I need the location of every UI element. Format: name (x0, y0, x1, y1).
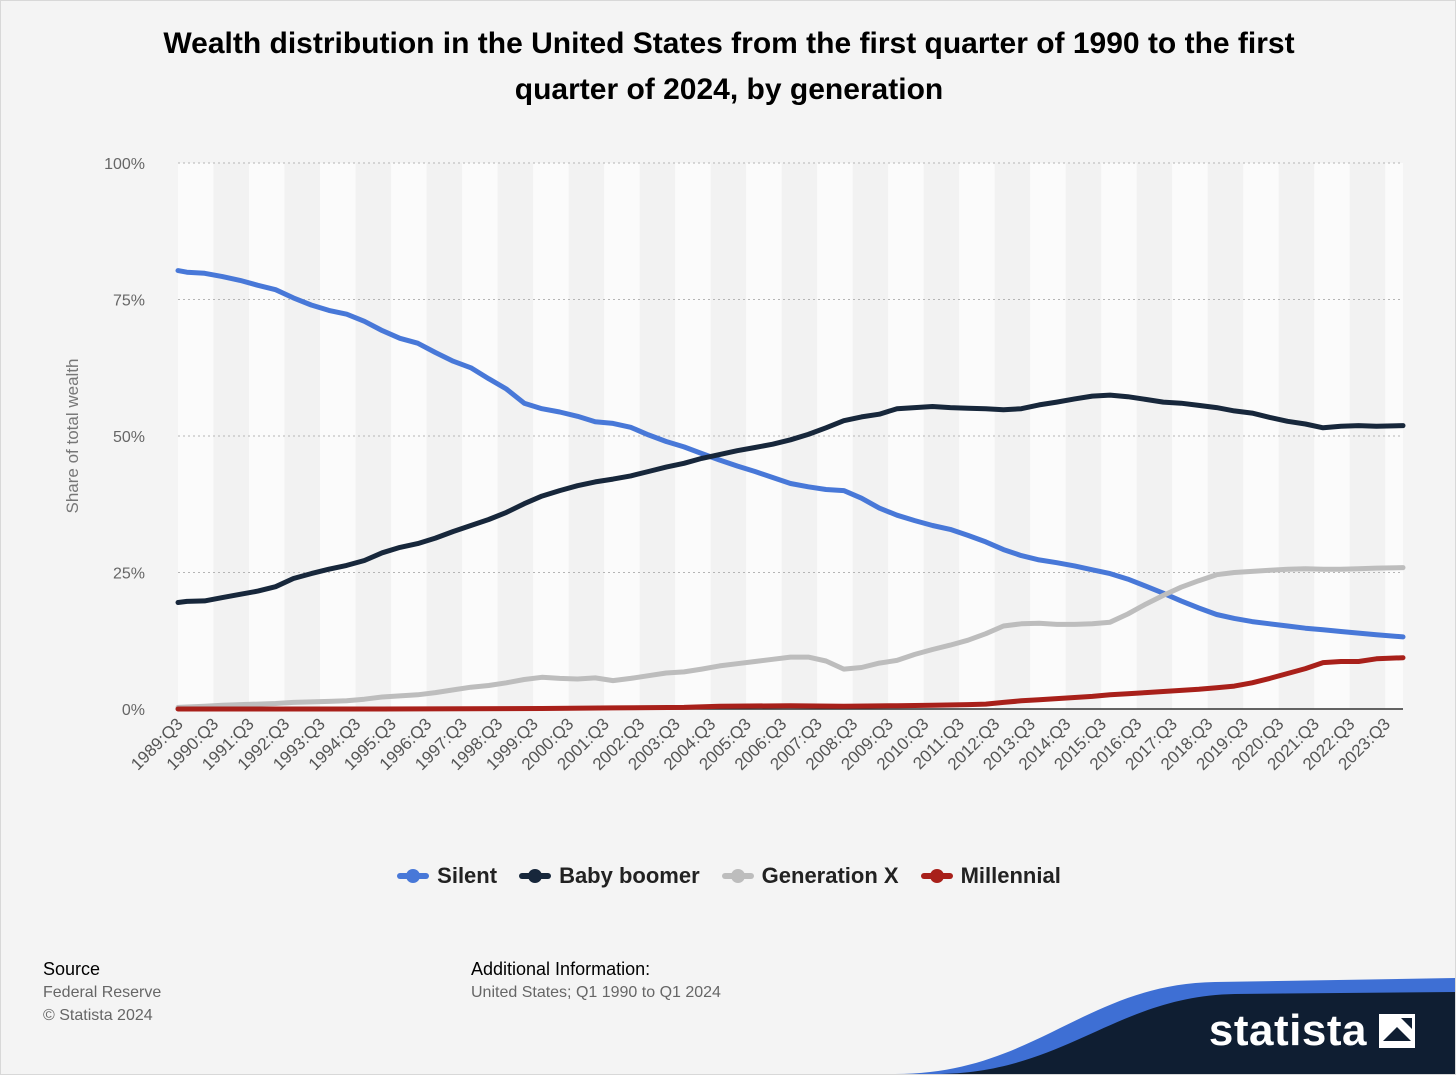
series-line-silent[interactable] (175, 268, 1406, 640)
legend-marker-icon (920, 869, 953, 883)
legend-item-millennial[interactable]: Millennial (920, 863, 1061, 889)
background-band (320, 163, 356, 709)
legend-label: Silent (437, 863, 498, 888)
source-heading: Source (43, 959, 101, 979)
x-axis-ticks: 1989:Q31990:Q31991:Q31992:Q31993:Q31994:… (127, 714, 1394, 774)
copyright-text: © Statista 2024 (43, 1007, 153, 1024)
statista-flag-icon (1379, 1014, 1415, 1048)
y-tick-label: 25% (113, 566, 145, 583)
y-tick-label: 100% (104, 156, 145, 173)
legend-item-silent[interactable]: Silent (397, 863, 497, 889)
y-tick-label: 75% (113, 293, 145, 310)
chart-legend: Silent Baby boomer Generation X Millenni… (1, 863, 1455, 889)
legend-marker-icon (397, 869, 430, 883)
y-axis-ticks: 0% 25% 50% 75% 100% (104, 156, 145, 719)
background-band (1030, 163, 1066, 709)
brand-wave (895, 978, 1455, 1074)
series-line-baby-boomer[interactable] (175, 392, 1406, 605)
legend-label: Baby boomer (559, 863, 700, 888)
series-line-millennial[interactable] (175, 655, 1406, 712)
series-lines (175, 268, 1406, 712)
background-band (675, 163, 711, 709)
legend-marker-icon (519, 869, 552, 883)
legend-label: Generation X (761, 863, 899, 888)
y-axis-label: Share of total wealth (63, 359, 82, 514)
series-line-generation-x[interactable] (175, 565, 1406, 710)
legend-item-baby-boomer[interactable]: Baby boomer (519, 863, 700, 889)
additional-info-heading: Additional Information: (471, 959, 651, 979)
line-chart: 0% 25% 50% 75% 100% 1989:Q31990:Q31991:Q3199… (63, 156, 1406, 774)
legend-marker-icon (721, 869, 754, 883)
source-link[interactable]: Federal Reserve (43, 984, 162, 1001)
chart-title: Wealth distribution in the United States… (163, 27, 1295, 106)
source-block: Source Federal Reserve © Statista 2024 (43, 957, 161, 1027)
statista-logo[interactable]: statista (1209, 1006, 1415, 1056)
legend-label: Millennial (960, 863, 1061, 888)
legend-item-generation-x[interactable]: Generation X (721, 863, 899, 889)
additional-info-block: Additional Information: United States; Q… (471, 957, 721, 1004)
y-tick-label: 0% (122, 702, 145, 719)
additional-info-text: United States; Q1 1990 to Q1 2024 (471, 984, 721, 1001)
brand-name: statista (1208, 1006, 1367, 1055)
y-tick-label: 50% (113, 429, 145, 446)
